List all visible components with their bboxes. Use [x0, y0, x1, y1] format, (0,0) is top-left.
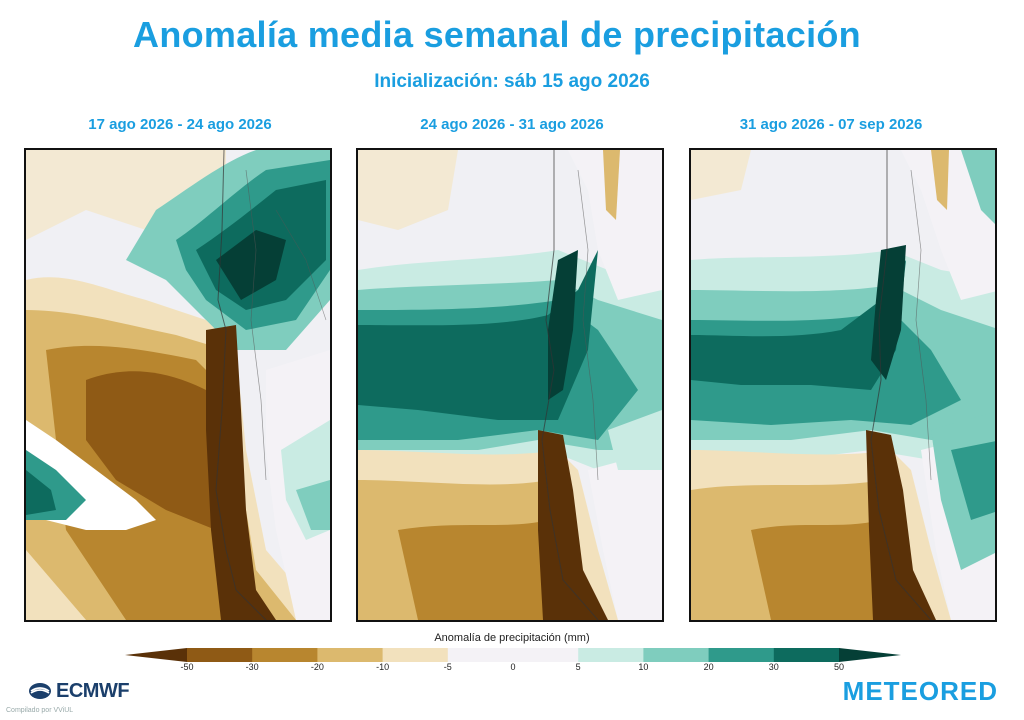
colorbar-tick-label: 10 [638, 662, 649, 672]
colorbar-segment [317, 648, 384, 662]
colorbar-tick-label: 0 [510, 662, 516, 672]
colorbar-segment [643, 648, 710, 662]
colorbar-segment [382, 648, 449, 662]
colorbar-tick-label: -30 [245, 662, 259, 672]
colorbar-segment [578, 648, 644, 662]
map-panel-1 [24, 148, 332, 622]
colorbar-segment [708, 648, 775, 662]
map-panel-3 [689, 148, 997, 622]
colorbar-tick-label: -5 [443, 662, 452, 672]
colorbar-segment [252, 648, 318, 662]
page-title: Anomalía media semanal de precipitación [133, 14, 861, 55]
colorbar-segment [773, 648, 840, 662]
colorbar-segment [513, 648, 579, 662]
map-panel-1-graphic [26, 150, 330, 620]
map-panel-2-graphic [358, 150, 662, 620]
colorbar-tick-label: 30 [768, 662, 779, 672]
colorbar-tick-label: -50 [180, 662, 194, 672]
ecmwf-wordmark: ECMWF [56, 679, 130, 702]
colorbar-arrow-high [839, 648, 901, 662]
map-panel-3-graphic [691, 150, 995, 620]
colorbar [125, 648, 901, 662]
panel-3-date-range: 31 ago 2026 - 07 sep 2026 [739, 116, 923, 133]
credit-text: Compilado por VViUL [6, 707, 74, 714]
ecmwf-logo: ECMWF [28, 679, 130, 702]
colorbar-tick-label: -20 [310, 662, 324, 672]
colorbar-segment [187, 648, 253, 662]
colorbar-arrow-low [125, 648, 187, 662]
ecmwf-logo-icon [29, 683, 51, 699]
initialization-subtitle: Inicialización: sáb 15 ago 2026 [374, 71, 650, 92]
colorbar-tick-label: 5 [575, 662, 581, 672]
panel-1-date-range: 17 ago 2026 - 24 ago 2026 [88, 116, 272, 133]
colorbar-tick-label: 50 [833, 662, 845, 672]
meteored-logo: METEORED [842, 676, 998, 706]
colorbar-segment [447, 648, 514, 662]
panel-2-date-range: 24 ago 2026 - 31 ago 2026 [420, 116, 604, 133]
colorbar-title: Anomalía de precipitación (mm) [434, 632, 590, 644]
colorbar-tick-label: -10 [376, 662, 390, 672]
colorbar-tick-label: 20 [703, 662, 714, 672]
map-panel-2 [356, 148, 664, 622]
